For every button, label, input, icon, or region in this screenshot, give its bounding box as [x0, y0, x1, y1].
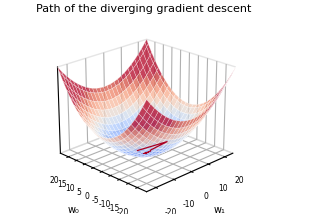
X-axis label: w₁: w₁ [214, 205, 226, 214]
Y-axis label: w₀: w₀ [68, 205, 79, 214]
Title: Path of the diverging gradient descent: Path of the diverging gradient descent [36, 4, 252, 13]
